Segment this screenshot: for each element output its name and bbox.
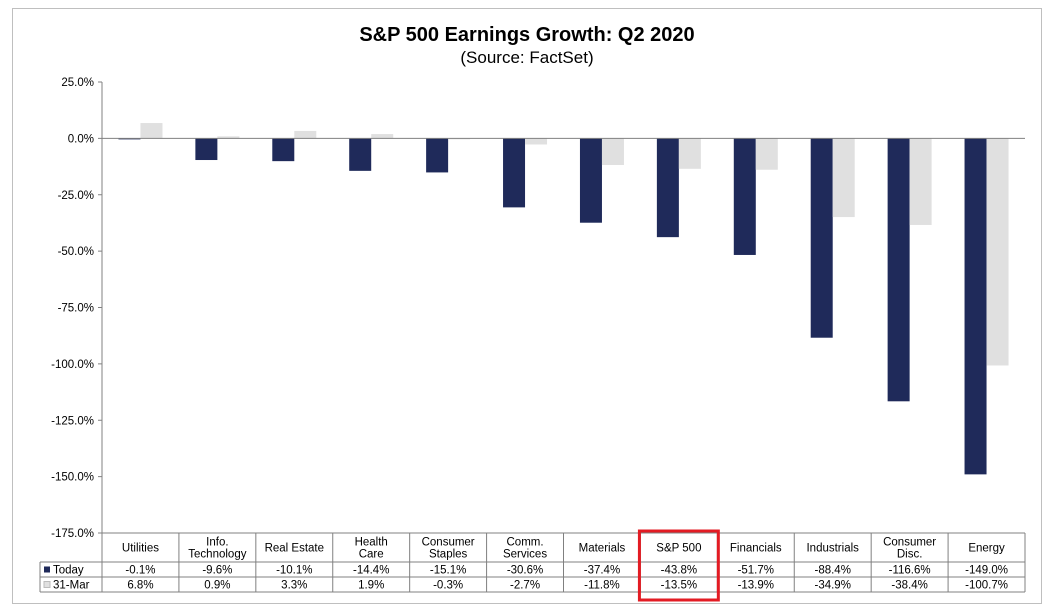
category-label: Services <box>503 549 547 561</box>
bar-today <box>964 138 987 475</box>
category-label: Disc. <box>897 549 923 561</box>
data-label-31-mar: -0.3% <box>433 580 463 592</box>
data-label-today: -116.6% <box>889 565 931 577</box>
bar-31-mar <box>601 138 624 165</box>
bar-31-mar <box>986 138 1009 366</box>
category-label: Comm. <box>507 537 544 549</box>
data-label-31-mar: -38.4% <box>891 580 927 592</box>
data-label-today: -9.6% <box>202 565 232 577</box>
chart-title: S&P 500 Earnings Growth: Q2 2020 <box>359 24 695 46</box>
legend-label-today: Today <box>53 565 84 577</box>
y-tick-label: 25.0% <box>61 77 94 89</box>
category-label: Real Estate <box>265 543 324 555</box>
category-label: Financials <box>730 543 782 555</box>
y-tick-label: -50.0% <box>58 246 94 258</box>
y-tick-label: -175.0% <box>51 528 94 540</box>
data-label-31-mar: 0.9% <box>204 580 230 592</box>
y-tick-label: -25.0% <box>58 190 94 202</box>
category-label: Staples <box>429 549 468 561</box>
legend-label-31-mar: 31-Mar <box>53 580 90 592</box>
data-label-31-mar: -11.8% <box>584 580 620 592</box>
category-label: Materials <box>579 543 626 555</box>
data-label-31-mar: -2.7% <box>510 580 540 592</box>
data-label-31-mar: -100.7% <box>965 580 1008 592</box>
bar-today <box>887 138 910 402</box>
y-tick-label: -75.0% <box>58 303 94 315</box>
bar-31-mar <box>525 138 548 145</box>
y-tick-label: 0.0% <box>68 133 94 145</box>
data-label-31-mar: -13.9% <box>738 580 774 592</box>
bar-31-mar <box>832 138 855 218</box>
data-label-today: -10.1% <box>276 565 312 577</box>
category-label: Consumer <box>422 537 475 549</box>
category-label: Utilities <box>122 543 159 555</box>
data-label-today: -30.6% <box>507 565 543 577</box>
bar-today <box>810 138 833 338</box>
category-label: S&P 500 <box>656 543 701 555</box>
data-label-today: -51.7% <box>738 565 774 577</box>
data-label-today: -43.8% <box>661 565 697 577</box>
bar-31-mar <box>217 136 240 139</box>
bar-31-mar <box>371 134 394 139</box>
y-tick-label: -150.0% <box>51 472 94 484</box>
data-label-today: -37.4% <box>584 565 620 577</box>
legend-key-today <box>44 566 50 573</box>
data-label-31-mar: 6.8% <box>127 580 153 592</box>
bar-today <box>195 138 218 161</box>
y-tick-label: -100.0% <box>51 359 94 371</box>
data-label-today: -14.4% <box>353 565 389 577</box>
data-label-31-mar: -34.9% <box>814 580 850 592</box>
category-label: Energy <box>968 543 1005 555</box>
category-label: Industrials <box>806 543 859 555</box>
bar-today <box>579 138 602 223</box>
y-tick-label: -125.0% <box>51 415 94 427</box>
bar-31-mar <box>755 138 778 170</box>
category-label: Health <box>355 537 388 549</box>
bar-31-mar <box>909 138 932 225</box>
data-label-31-mar: 3.3% <box>281 580 307 592</box>
category-label: Technology <box>188 549 246 561</box>
legend-key-31-mar <box>43 581 51 588</box>
bar-31-mar <box>294 130 317 139</box>
bar-31-mar <box>678 138 701 169</box>
data-label-today: -15.1% <box>430 565 466 577</box>
chart-frame <box>12 8 1042 604</box>
highlight-box <box>637 529 720 602</box>
chart-subtitle: (Source: FactSet) <box>460 48 594 67</box>
bar-today <box>349 138 372 171</box>
bar-today <box>656 138 679 238</box>
data-label-31-mar: 1.9% <box>358 580 384 592</box>
bar-today <box>426 138 449 173</box>
data-label-today: -0.1% <box>125 565 155 577</box>
category-label: Consumer <box>883 537 936 549</box>
bar-31-mar <box>140 123 163 139</box>
data-label-31-mar: -13.5% <box>661 580 697 592</box>
data-label-today: -88.4% <box>814 565 850 577</box>
category-label: Care <box>359 549 384 561</box>
category-label: Info. <box>206 537 228 549</box>
bar-today <box>733 138 756 255</box>
data-label-today: -149.0% <box>965 565 1008 577</box>
bar-today <box>272 138 295 162</box>
bar-today <box>503 138 526 208</box>
